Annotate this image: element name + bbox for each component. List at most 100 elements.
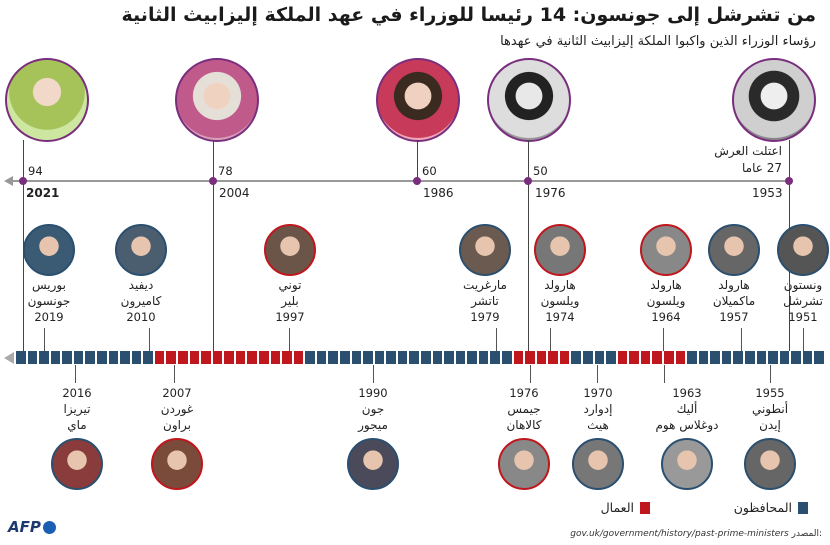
conservative-year-segment xyxy=(16,351,26,364)
conservative-year-segment xyxy=(745,351,755,364)
conservative-year-segment xyxy=(143,351,153,364)
pm-name: تاتشر xyxy=(471,294,499,308)
pm-tick xyxy=(496,328,497,351)
pm-year: 1970 xyxy=(583,386,613,400)
page-title: من تشرشل إلى جونسون: 14 رئيسا للوزراء في… xyxy=(121,4,816,26)
labour-year-segment xyxy=(548,351,558,364)
connector-1986 xyxy=(417,140,418,185)
timeline-dot xyxy=(785,177,793,185)
pm-label: 2016 تيريزا ماي xyxy=(62,385,91,433)
conservative-year-segment xyxy=(409,351,419,364)
labour-year-segment xyxy=(212,351,223,364)
labour-year-segment xyxy=(513,351,524,364)
pm-name: كالاهان xyxy=(506,418,542,432)
pm-year: 2007 xyxy=(162,386,192,400)
conservative-year-segment xyxy=(85,351,95,364)
queen-portrait-2021 xyxy=(5,58,89,142)
queen-portrait-1986 xyxy=(376,58,460,142)
conservative-year-segment xyxy=(571,351,581,364)
labour-legend-label: العمال xyxy=(600,500,634,515)
pm-photo xyxy=(115,224,167,276)
pm-tick xyxy=(663,328,664,351)
labour-year-segment xyxy=(282,351,292,364)
pm-year: 1990 xyxy=(358,386,388,400)
pm-photo xyxy=(498,438,550,490)
pm-photo xyxy=(777,224,829,276)
pm-photo xyxy=(51,438,103,490)
pm-year: 2016 xyxy=(62,386,92,400)
conservative-year-segment xyxy=(328,351,338,364)
conservative-year-segment xyxy=(363,351,373,364)
conservative-year-segment xyxy=(768,351,778,364)
labour-year-segment xyxy=(617,351,628,364)
pm-label: 2007 غوردن براون xyxy=(161,385,193,433)
pm-year: 2019 xyxy=(34,310,64,324)
pm-tick xyxy=(174,365,175,383)
labour-year-segment xyxy=(154,351,165,364)
queen-age: 78 xyxy=(218,164,233,178)
source-label: المصدر: xyxy=(791,529,822,539)
queen-portrait-2004 xyxy=(175,58,259,142)
conservative-year-segment xyxy=(698,351,709,364)
queen-portrait-1953 xyxy=(732,58,816,142)
accession-label: اعتلت العرش 27 عاما xyxy=(714,143,782,177)
pm-name: إيدن xyxy=(759,418,781,432)
accession-line2: 27 عاما xyxy=(742,161,782,175)
queen-timeline-axis xyxy=(12,180,792,182)
pm-name: ميجور xyxy=(358,418,388,432)
pm-year: 1964 xyxy=(651,310,681,324)
conservative-year-segment xyxy=(733,351,743,364)
pm-label: هارولد ماكميلان 1957 xyxy=(713,277,755,325)
pm-name: براون xyxy=(163,418,191,432)
pm-photo xyxy=(640,224,692,276)
labour-year-segment xyxy=(201,351,211,364)
pm-photo xyxy=(744,438,796,490)
pm-name: ويلسون xyxy=(646,294,686,308)
pm-name: بلير xyxy=(281,294,299,308)
pm-label: 1955 أنطوني إيدن xyxy=(752,385,788,433)
pm-label: بوريس جونسون 2019 xyxy=(28,277,71,325)
pm-name: دوغلاس هوم xyxy=(655,418,719,432)
pm-name: هيث xyxy=(587,418,609,432)
queen-age: 50 xyxy=(533,164,548,178)
pm-photo xyxy=(572,438,624,490)
pm-tick xyxy=(149,328,150,351)
pm-label: 1963 أليك دوغلاس هوم xyxy=(656,385,719,433)
pm-name: هارولد xyxy=(718,278,750,292)
source-line: gov.uk/government/history/past-prime-min… xyxy=(570,529,822,539)
bar-arrow-icon xyxy=(4,352,14,364)
labour-year-segment xyxy=(559,351,570,364)
pm-name: ويلسون xyxy=(540,294,580,308)
conservative-year-segment xyxy=(490,351,500,364)
connector-1976 xyxy=(528,140,529,351)
pm-name: توني xyxy=(278,278,302,292)
pm-name: تيريزا xyxy=(63,402,91,416)
labour-year-segment xyxy=(652,351,662,364)
conservative-year-segment xyxy=(340,351,350,364)
pm-tick xyxy=(44,328,45,351)
pm-photo xyxy=(661,438,713,490)
labour-year-segment xyxy=(235,351,246,364)
conservative-year-segment xyxy=(62,351,72,364)
conservative-year-segment xyxy=(27,351,38,364)
afp-logo-dot-icon xyxy=(43,521,56,534)
conservative-year-segment xyxy=(386,351,396,364)
pm-name: تشرشل xyxy=(783,294,823,308)
pm-label: توني بلير 1997 xyxy=(275,277,304,325)
pm-name: هارولد xyxy=(544,278,576,292)
pm-tick xyxy=(550,328,551,351)
labour-year-segment xyxy=(525,351,535,364)
labour-year-segment xyxy=(166,351,176,364)
pm-name: ديفيد xyxy=(128,278,154,292)
pm-tick xyxy=(741,328,742,351)
pm-name: مارغريت xyxy=(463,278,507,292)
pm-name: كاميرون xyxy=(120,294,162,308)
conservative-year-segment xyxy=(478,351,489,364)
conservative-year-segment xyxy=(502,351,512,364)
pm-label: ونستون تشرشل 1951 xyxy=(783,277,823,325)
conservative-year-segment xyxy=(316,351,327,364)
conservative-year-segment xyxy=(432,351,443,364)
conservative-year-segment xyxy=(606,351,616,364)
labour-year-segment xyxy=(640,351,651,364)
labour-year-segment xyxy=(270,351,281,364)
